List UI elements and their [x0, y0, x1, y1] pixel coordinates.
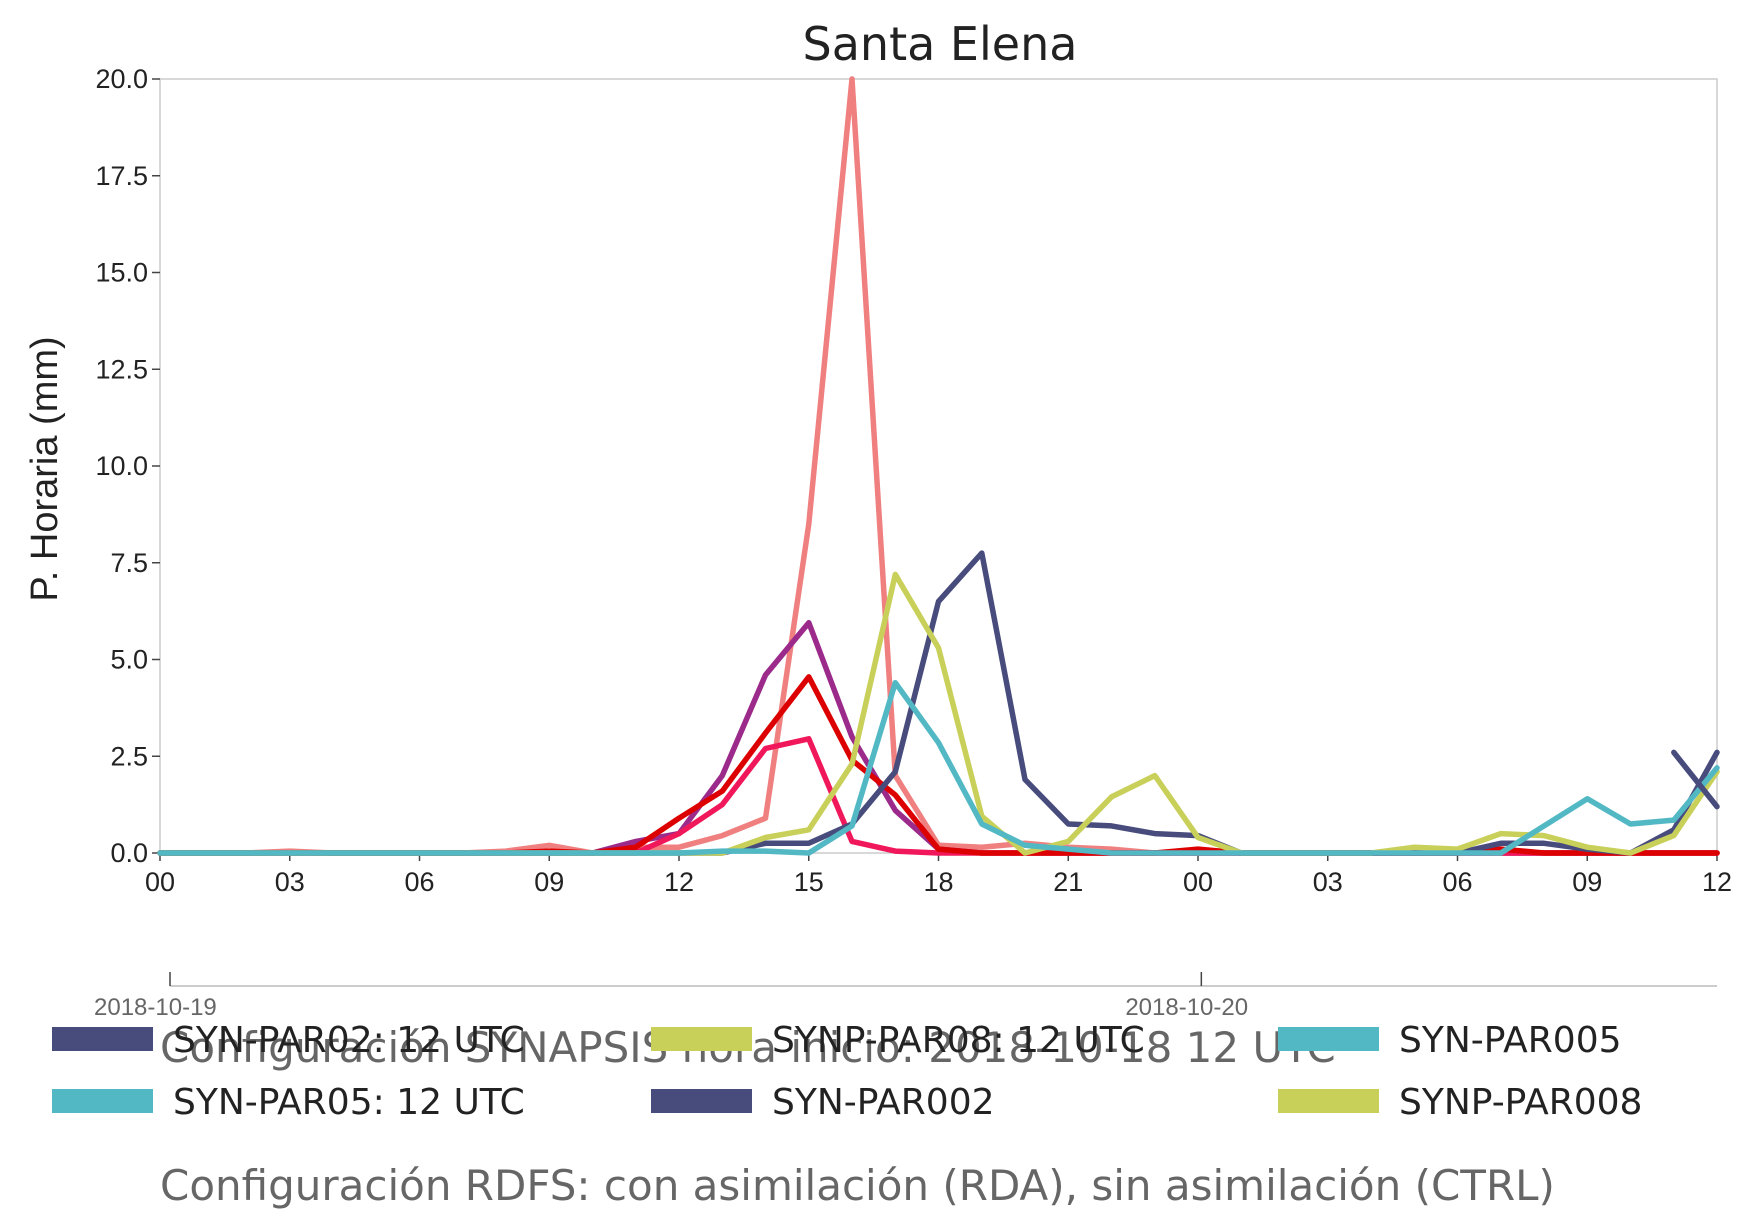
y-tick-label: 10.0 [95, 451, 148, 481]
chart-title: Santa Elena [803, 17, 1078, 71]
overlay-line-0 [1671, 749, 1720, 810]
series-line-5 [157, 571, 1720, 856]
x-tick-label: 00 [1183, 867, 1213, 897]
series-line-3 [157, 674, 1720, 856]
x-tick-label: 12 [1702, 867, 1732, 897]
x-tick-label: 15 [794, 867, 824, 897]
plot-area: 0.0 2.5 5.0 7.5 10.0 12.5 15.0 17.5 20.0 00 03 06 09… [95, 64, 1732, 897]
x-tick-label: 09 [1572, 867, 1602, 897]
legend-swatch [651, 1089, 752, 1113]
x-tick-label: 06 [404, 867, 434, 897]
series-line-2 [157, 736, 1720, 856]
date-axis: 2018-10-19 2018-10-20 [94, 972, 1717, 1021]
legend-swatch [52, 1027, 153, 1051]
x-tick-label: 21 [1053, 867, 1083, 897]
y-tick-label: 5.0 [110, 645, 148, 675]
legend-label: SYNP-PAR008 [1399, 1082, 1642, 1123]
y-tick-label: 12.5 [95, 354, 148, 384]
x-tick-label: 09 [534, 867, 564, 897]
y-axis-label: P. Horaria (mm) [24, 336, 66, 601]
caption-rdfs: Configuración RDFS: con asimilación (RDA… [160, 1161, 1555, 1210]
series-line-4 [157, 550, 1720, 856]
series-line-6 [157, 679, 1720, 856]
y-tick-label: 17.5 [95, 161, 148, 191]
series-line-0 [157, 76, 1720, 856]
x-tick-label: 03 [275, 867, 305, 897]
date-label: 2018-10-19 [94, 994, 217, 1021]
legend-label: SYN-PAR02: 12 UTC [173, 1020, 525, 1061]
x-tick-label: 03 [1313, 867, 1343, 897]
legend-label: SYN-PAR002 [772, 1082, 995, 1123]
legend-label: SYNP-PAR08: 12 UTC [772, 1020, 1145, 1061]
legend-swatch [1278, 1089, 1379, 1113]
x-tick-label: 12 [664, 867, 694, 897]
legend-swatch [52, 1089, 153, 1113]
y-tick-label: 7.5 [110, 548, 148, 578]
x-tick-label: 00 [145, 867, 175, 897]
y-tick-label: 15.0 [95, 258, 148, 288]
legend-label: SYN-PAR05: 12 UTC [173, 1082, 525, 1123]
y-tick-label: 20.0 [95, 64, 148, 94]
legend-swatch [1278, 1027, 1379, 1051]
legend-label: SYN-PAR005 [1399, 1020, 1622, 1061]
plot-frame [159, 78, 1718, 854]
x-tick-label: 18 [923, 867, 953, 897]
legend-swatch [651, 1027, 752, 1051]
legend: SYN-PAR02: 12 UTC SYNP-PAR08: 12 UTC SYN-P… [52, 1020, 1642, 1123]
date-label: 2018-10-20 [1125, 994, 1248, 1021]
x-tick-label: 06 [1442, 867, 1472, 897]
y-tick-label: 0.0 [110, 838, 148, 868]
y-tick-label: 2.5 [110, 741, 148, 771]
